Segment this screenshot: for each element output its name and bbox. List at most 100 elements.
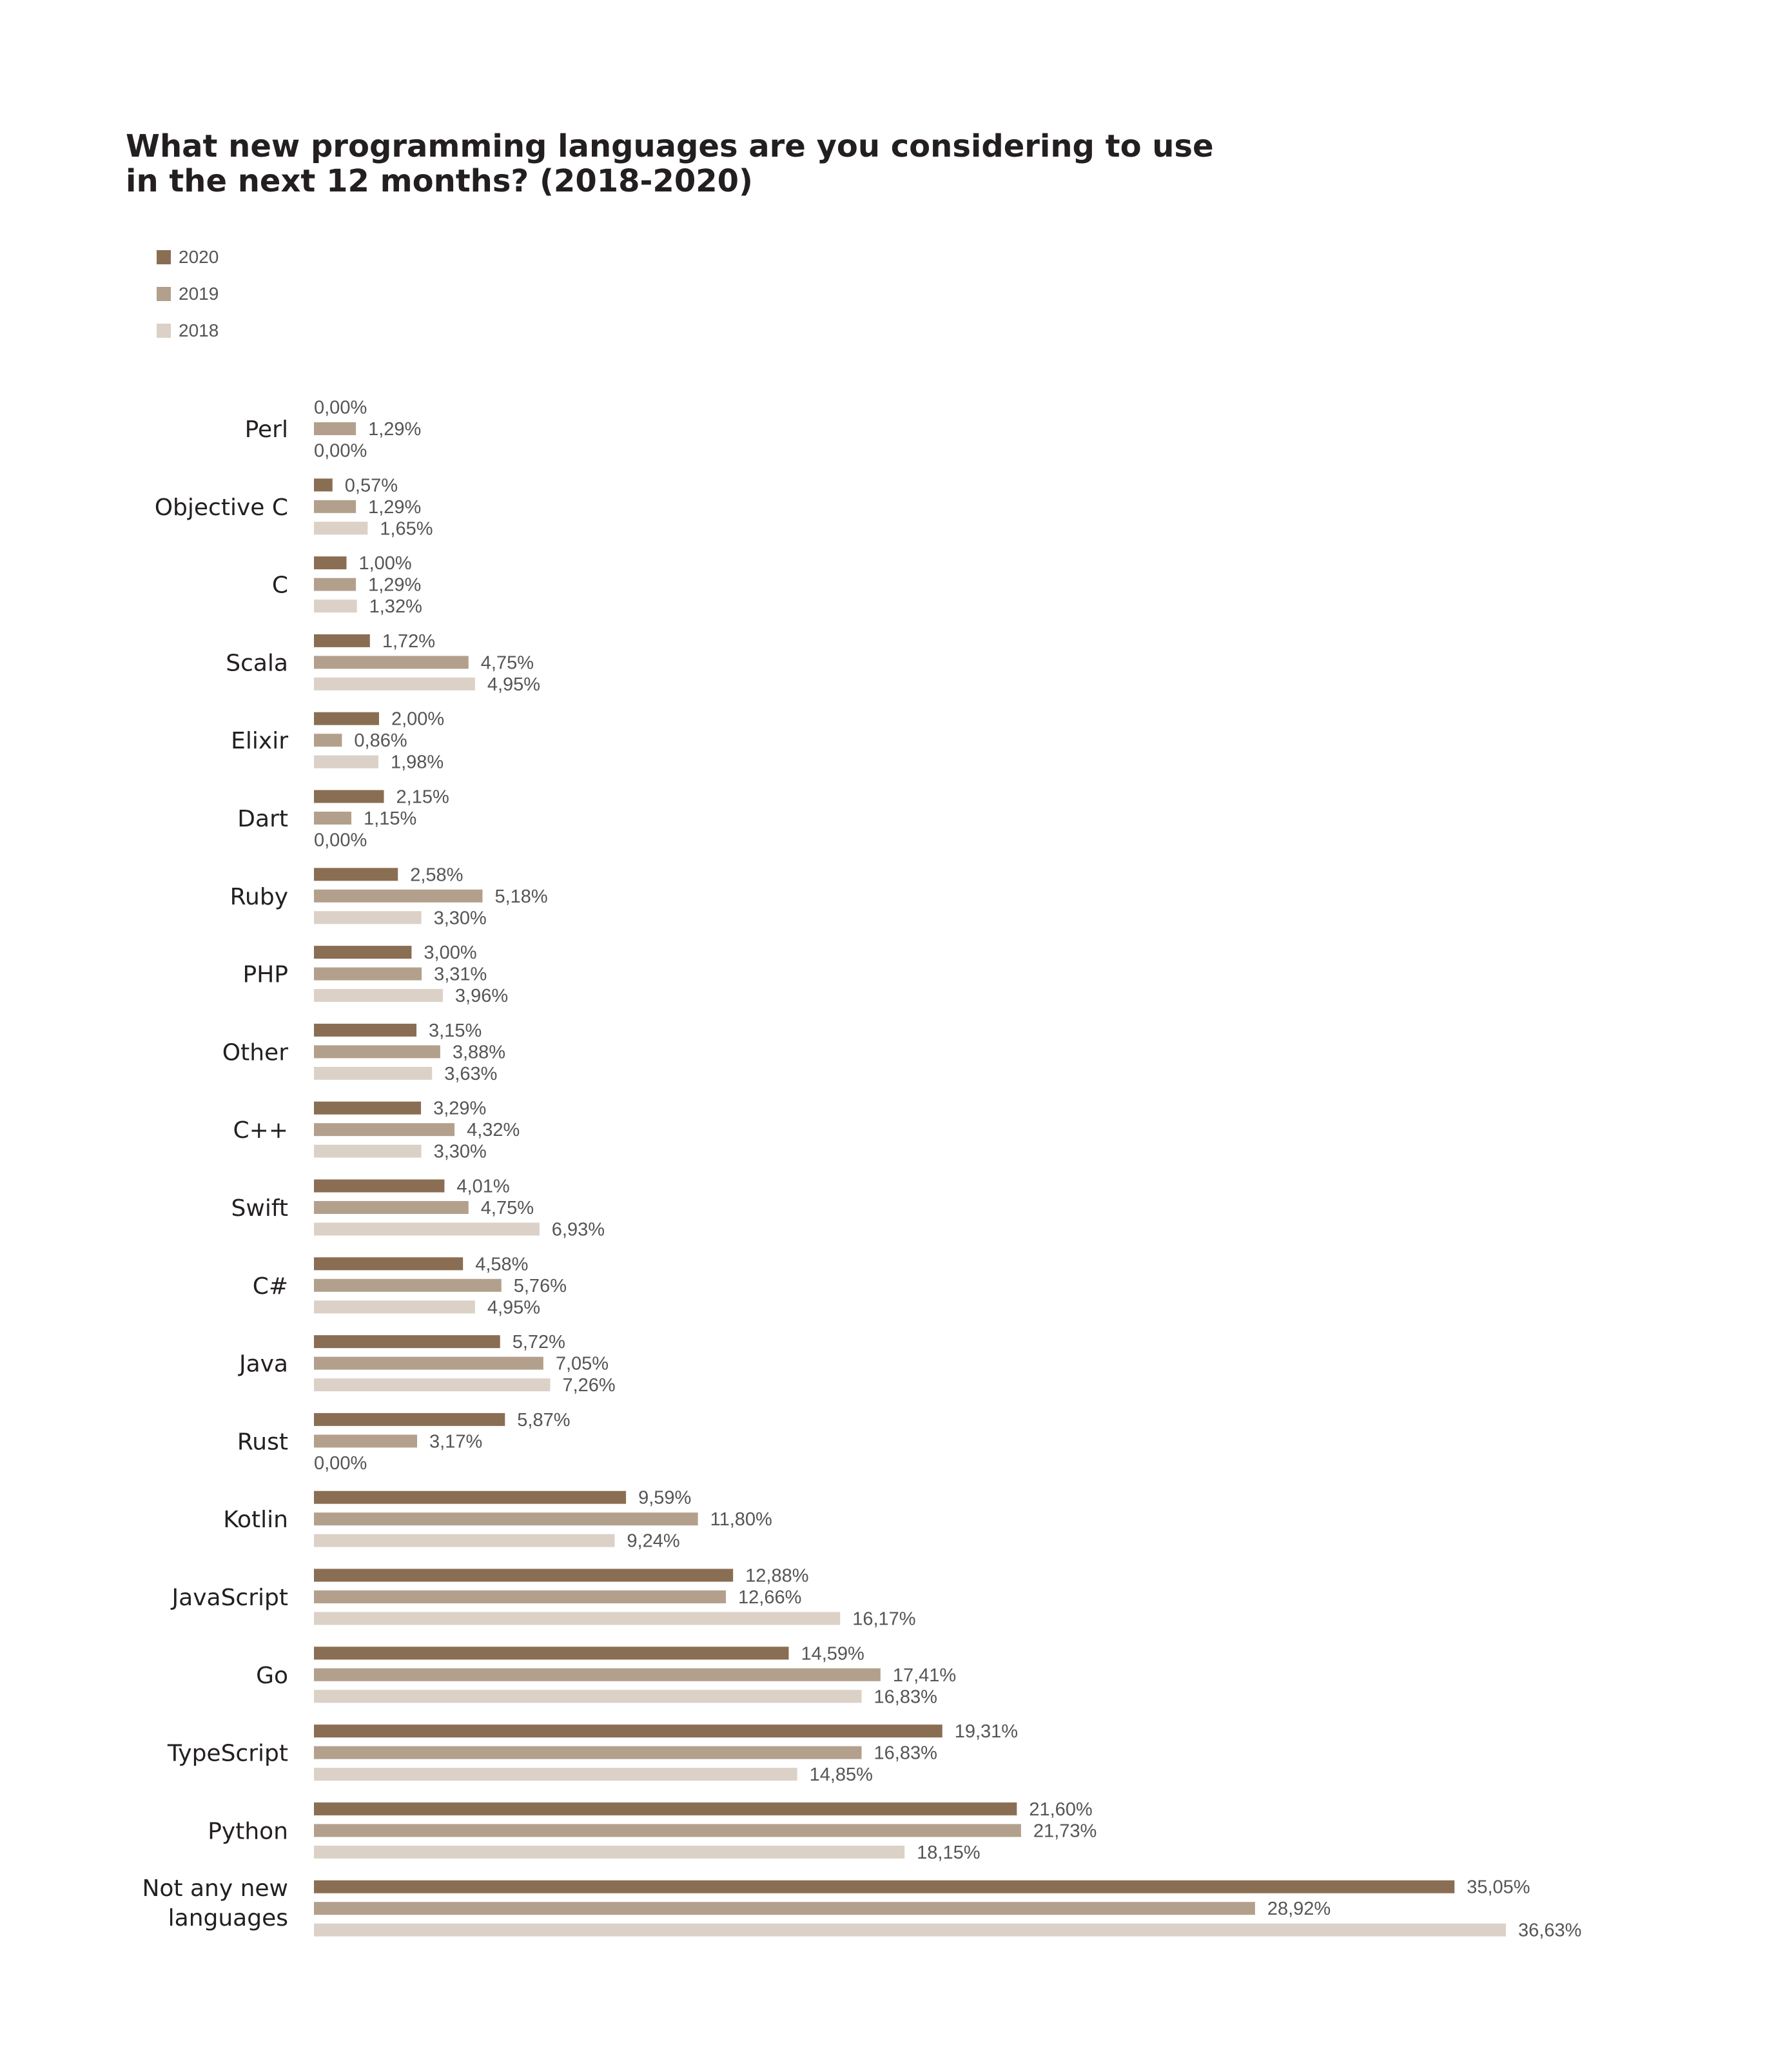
category-label-scala: Scala bbox=[226, 650, 288, 676]
bar-c--2018 bbox=[314, 1144, 422, 1158]
legend-item-2020: 2020 bbox=[157, 239, 219, 275]
bar-typescript-2019 bbox=[314, 1746, 862, 1759]
value-label-swift-2020: 4,01% bbox=[456, 1177, 509, 1197]
value-label-other-2018: 3,63% bbox=[444, 1064, 497, 1084]
bar-objective-c-2019 bbox=[314, 500, 356, 513]
bar-python-2019 bbox=[314, 1824, 1021, 1837]
chart-legend: 2020 2019 2018 bbox=[157, 239, 219, 349]
value-label-java-2020: 5,72% bbox=[513, 1332, 565, 1353]
value-label-c--2018: 4,95% bbox=[487, 1297, 540, 1318]
value-label-python-2019: 21,73% bbox=[1033, 1821, 1097, 1841]
bar-ruby-2019 bbox=[314, 889, 483, 903]
value-label-java-2019: 7,05% bbox=[556, 1354, 609, 1374]
value-label-elixir-2018: 1,98% bbox=[391, 752, 444, 773]
value-label-php-2019: 3,31% bbox=[434, 964, 487, 985]
bar-python-2020 bbox=[314, 1802, 1017, 1815]
bar-c--2019 bbox=[314, 1278, 502, 1292]
value-label-swift-2019: 4,75% bbox=[481, 1198, 534, 1218]
value-label-perl-2020: 0,00% bbox=[314, 398, 367, 418]
legend-item-2018: 2018 bbox=[157, 312, 219, 349]
category-label-swift: Swift bbox=[231, 1195, 288, 1222]
bar-scala-2020 bbox=[314, 634, 370, 647]
bar-not-any-new-languages-2019 bbox=[314, 1902, 1255, 1915]
value-label-dart-2019: 1,15% bbox=[364, 808, 416, 829]
bar-c--2018 bbox=[314, 1300, 475, 1314]
value-label-other-2020: 3,15% bbox=[429, 1021, 482, 1041]
category-label-c-: C# bbox=[253, 1273, 288, 1300]
bar-not-any-new-languages-2020 bbox=[314, 1880, 1455, 1893]
value-label-typescript-2019: 16,83% bbox=[874, 1743, 937, 1764]
value-label-kotlin-2019: 11,80% bbox=[710, 1509, 772, 1530]
value-label-javascript-2019: 12,66% bbox=[738, 1587, 801, 1608]
category-label-kotlin: Kotlin bbox=[223, 1507, 288, 1533]
category-label-objective-c: Objective C bbox=[155, 494, 288, 521]
value-label-go-2020: 14,59% bbox=[801, 1643, 864, 1664]
bar-elixir-2018 bbox=[314, 755, 378, 768]
value-label-other-2019: 3,88% bbox=[453, 1042, 505, 1062]
bar-other-2020 bbox=[314, 1023, 417, 1037]
chart-title-line-2: in the next 12 months? (2018-2020) bbox=[126, 163, 753, 199]
value-label-elixir-2020: 2,00% bbox=[391, 709, 444, 730]
bar-scala-2018 bbox=[314, 677, 475, 690]
bar-kotlin-2019 bbox=[314, 1512, 698, 1526]
legend-label-2018: 2018 bbox=[179, 320, 219, 340]
bar-ruby-2018 bbox=[314, 911, 422, 924]
bar-php-2018 bbox=[314, 989, 443, 1002]
bar-scala-2019 bbox=[314, 656, 469, 669]
value-label-ruby-2020: 2,58% bbox=[410, 865, 463, 885]
value-label-go-2018: 16,83% bbox=[874, 1686, 937, 1707]
bar-go-2020 bbox=[314, 1647, 789, 1660]
category-label-java: Java bbox=[238, 1351, 288, 1378]
value-label-javascript-2018: 16,17% bbox=[852, 1609, 915, 1630]
value-label-scala-2020: 1,72% bbox=[382, 631, 435, 652]
value-label-php-2020: 3,00% bbox=[424, 943, 476, 963]
value-label-c--2018: 3,30% bbox=[434, 1142, 487, 1162]
chart-title-line-1: What new programming languages are you c… bbox=[126, 128, 1214, 164]
bar-php-2019 bbox=[314, 967, 422, 981]
bar-other-2019 bbox=[314, 1045, 440, 1059]
bar-rust-2020 bbox=[314, 1412, 505, 1426]
value-label-perl-2019: 1,29% bbox=[368, 419, 421, 440]
bar-c--2019 bbox=[314, 1123, 455, 1137]
value-label-dart-2018: 0,00% bbox=[314, 830, 367, 851]
bar-python-2018 bbox=[314, 1845, 905, 1859]
bar-dart-2020 bbox=[314, 790, 384, 803]
category-label-python: Python bbox=[208, 1818, 288, 1844]
bar-php-2020 bbox=[314, 946, 412, 959]
bar-swift-2020 bbox=[314, 1179, 445, 1193]
value-label-kotlin-2018: 9,24% bbox=[627, 1531, 679, 1552]
value-label-typescript-2020: 19,31% bbox=[955, 1721, 1018, 1742]
value-label-ruby-2018: 3,30% bbox=[434, 908, 487, 928]
bar-javascript-2019 bbox=[314, 1590, 727, 1603]
value-label-ruby-2019: 5,18% bbox=[494, 886, 547, 907]
category-label-not-any-new-languages: Not any new languages bbox=[142, 1875, 288, 1931]
bar-c--2020 bbox=[314, 1257, 464, 1271]
category-label-rust: Rust bbox=[237, 1429, 288, 1455]
value-label-objective-c-2020: 0,57% bbox=[345, 475, 398, 496]
bar-objective-c-2018 bbox=[314, 522, 368, 535]
legend-label-2019: 2019 bbox=[179, 283, 219, 304]
value-label-swift-2018: 6,93% bbox=[552, 1220, 605, 1240]
legend-label-2020: 2020 bbox=[179, 246, 219, 267]
value-label-scala-2019: 4,75% bbox=[481, 652, 534, 673]
value-label-kotlin-2020: 9,59% bbox=[638, 1488, 691, 1509]
bar-kotlin-2020 bbox=[314, 1490, 627, 1504]
value-label-rust-2020: 5,87% bbox=[517, 1410, 570, 1431]
value-label-c-2020: 1,00% bbox=[358, 553, 411, 574]
bar-java-2020 bbox=[314, 1335, 500, 1349]
value-label-c-2019: 1,29% bbox=[368, 575, 421, 596]
value-label-c--2019: 4,32% bbox=[467, 1120, 520, 1140]
category-label-javascript: JavaScript bbox=[171, 1585, 288, 1611]
category-label-dart: Dart bbox=[237, 806, 288, 832]
bar-javascript-2020 bbox=[314, 1569, 734, 1582]
bar-c-2019 bbox=[314, 578, 356, 591]
bar-swift-2019 bbox=[314, 1201, 469, 1214]
bar-not-any-new-languages-2018 bbox=[314, 1923, 1506, 1937]
bar-objective-c-2020 bbox=[314, 478, 333, 492]
value-label-scala-2018: 4,95% bbox=[487, 674, 540, 695]
bar-java-2019 bbox=[314, 1356, 543, 1370]
category-label-c: C bbox=[272, 572, 288, 599]
legend-swatch-2019 bbox=[157, 286, 171, 301]
value-label-javascript-2020: 12,88% bbox=[745, 1566, 808, 1587]
bar-perl-2019 bbox=[314, 422, 356, 435]
